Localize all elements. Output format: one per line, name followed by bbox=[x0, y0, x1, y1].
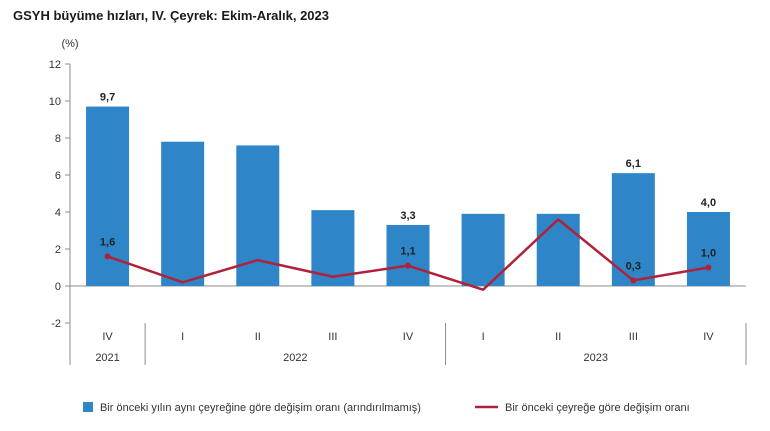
line-data-label: 1,1 bbox=[400, 246, 415, 258]
line-point bbox=[630, 277, 637, 284]
y-tick-label: -2 bbox=[51, 318, 61, 330]
x-tick-label: III bbox=[328, 331, 337, 343]
y-tick-label: 0 bbox=[55, 281, 61, 293]
year-group-label: 2022 bbox=[283, 352, 307, 364]
x-tick-label: III bbox=[629, 331, 638, 343]
line-point bbox=[104, 253, 111, 260]
year-group-label: 2023 bbox=[584, 352, 608, 364]
chart-title: GSYH büyüme hızları, IV. Çeyrek: Ekim-Ar… bbox=[13, 8, 329, 23]
line-data-label: 0,3 bbox=[626, 260, 641, 272]
x-tick-label: IV bbox=[403, 331, 414, 343]
x-tick-label: I bbox=[181, 331, 184, 343]
legend-line-label: Bir önceki çeyreğe göre değişim oranı bbox=[505, 402, 690, 414]
legend-bar-swatch bbox=[83, 402, 93, 412]
x-tick-label: II bbox=[555, 331, 561, 343]
legend-bar-label: Bir önceki yılın aynı çeyreğine göre değ… bbox=[100, 402, 421, 414]
bar-data-label: 6,1 bbox=[626, 158, 641, 170]
year-group-label: 2021 bbox=[95, 352, 119, 364]
x-tick-label: IV bbox=[102, 331, 113, 343]
line-point bbox=[405, 262, 411, 269]
y-tick-label: 8 bbox=[55, 133, 61, 145]
x-tick-label: II bbox=[255, 331, 261, 343]
y-tick-label: 4 bbox=[55, 207, 61, 219]
y-tick-label: 6 bbox=[55, 170, 61, 182]
line-data-label: 1,0 bbox=[701, 248, 716, 260]
y-axis-unit: (%) bbox=[61, 38, 78, 50]
y-tick-label: 2 bbox=[55, 244, 61, 256]
bar bbox=[161, 141, 205, 286]
line-data-label: 1,6 bbox=[100, 236, 115, 248]
bar bbox=[386, 224, 430, 286]
bar bbox=[461, 213, 505, 286]
y-tick-label: 12 bbox=[49, 59, 61, 71]
bar bbox=[536, 213, 580, 286]
x-tick-label: IV bbox=[703, 331, 714, 343]
y-tick-label: 10 bbox=[49, 96, 61, 108]
bar bbox=[686, 212, 730, 286]
bar-data-label: 9,7 bbox=[100, 92, 115, 104]
x-tick-label: I bbox=[482, 331, 485, 343]
bar-data-label: 4,0 bbox=[701, 197, 716, 209]
bar-data-label: 3,3 bbox=[400, 210, 415, 222]
line-point bbox=[705, 264, 712, 271]
